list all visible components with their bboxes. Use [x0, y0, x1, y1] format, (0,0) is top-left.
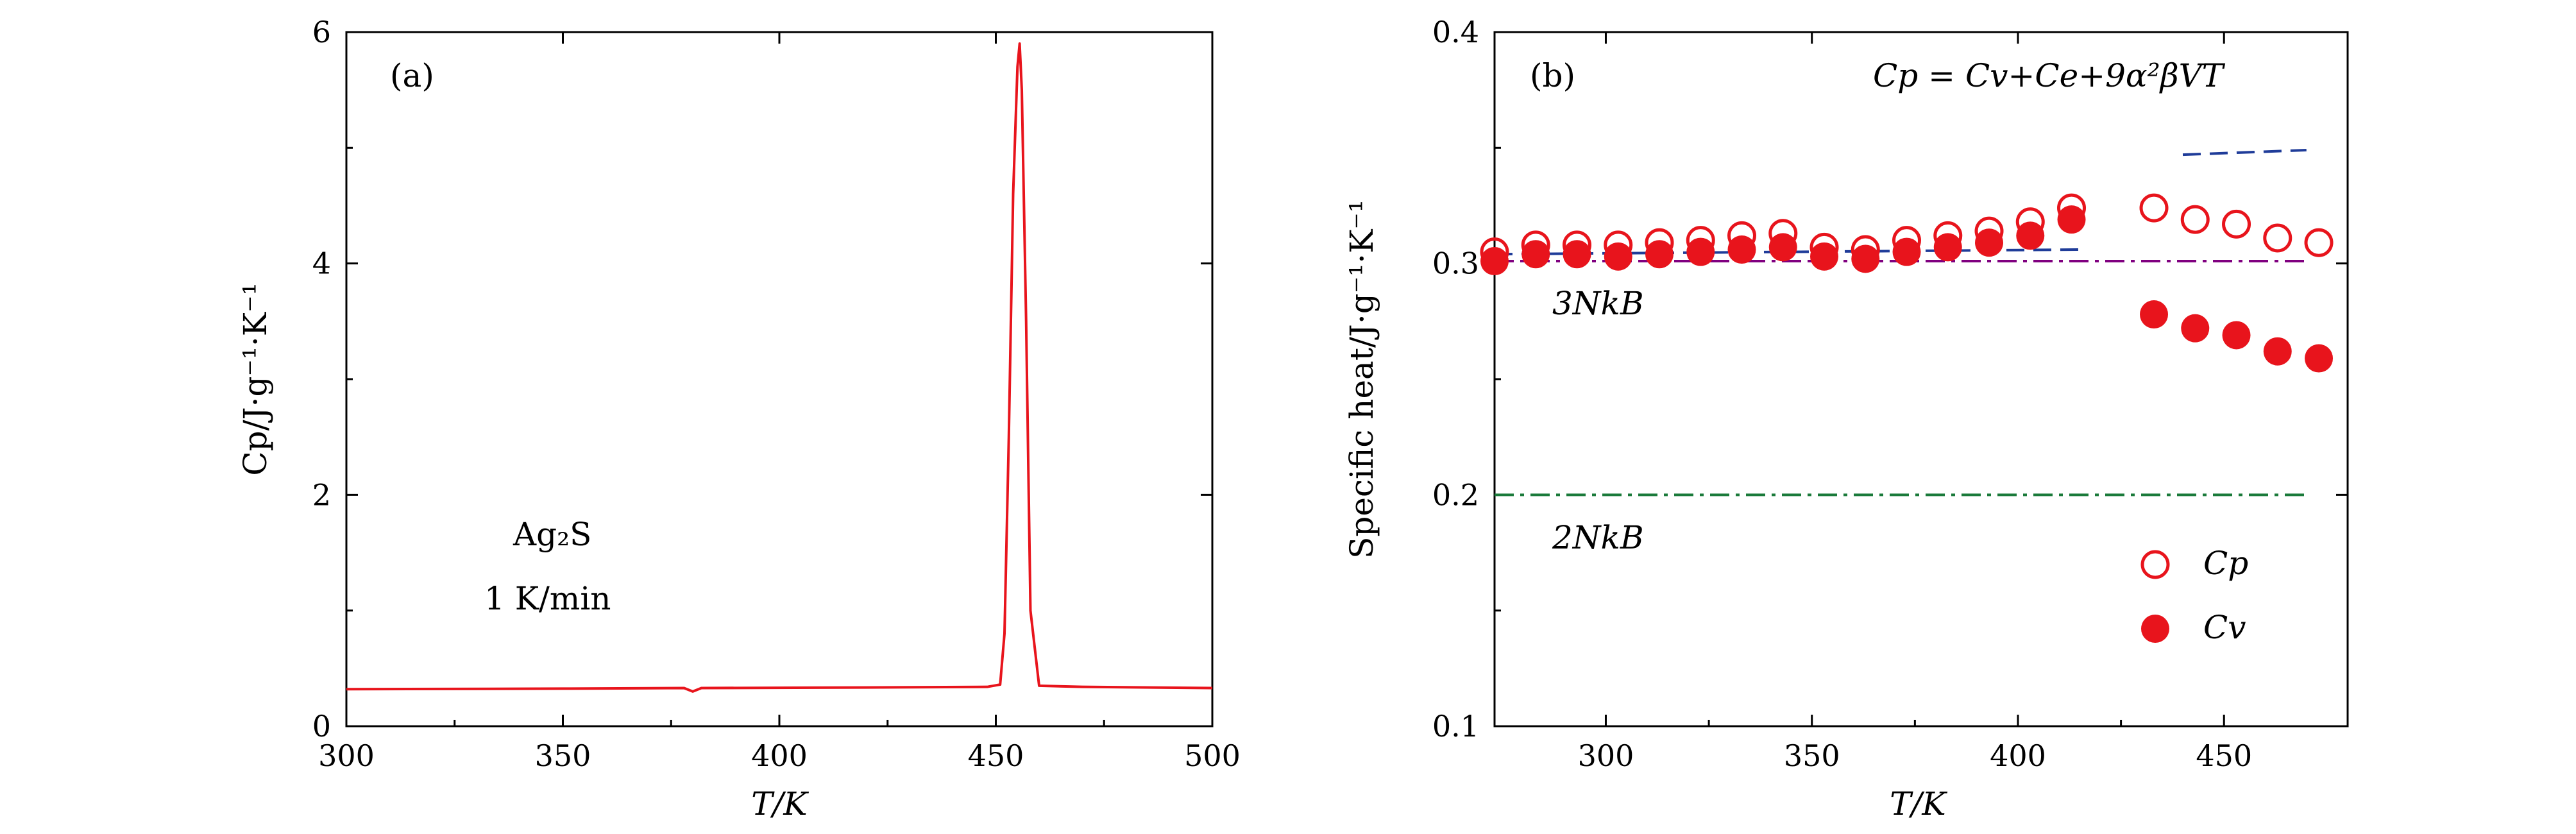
x-tick-label-a: 350: [535, 738, 591, 773]
data-point-cp: [2139, 193, 2169, 223]
y-axis-label-a: Cp/J·g⁻¹·K⁻¹: [237, 282, 274, 475]
panel-a: (a) Ag₂S 1 K/min T/K Cp/J·g⁻¹·K⁻¹ 300 350…: [237, 15, 1241, 822]
y-axis-label-b: Specific heat/J·g⁻¹·K⁻¹: [1343, 200, 1380, 559]
series-line: [346, 42, 1213, 693]
data-point-cv: [1604, 242, 1632, 271]
data-point-cv: [1521, 240, 1550, 269]
y-tick-label-b: 0.2: [1432, 477, 1479, 512]
legend-label-cv: Cv: [2203, 609, 2246, 646]
annotation-rate: 1 K/min: [484, 580, 611, 617]
y-tick-label-a: 2: [312, 477, 331, 512]
data-point-cp: [2180, 205, 2210, 234]
marks-a: [346, 42, 1213, 693]
data-point-cp: [2304, 228, 2334, 257]
marks-b: [1480, 148, 2334, 497]
x-tick-label-a: 450: [968, 738, 1024, 773]
label-3nkb: 3NkB: [1552, 285, 1644, 322]
data-point-cv: [1851, 244, 1880, 273]
x-tick-label-b: 300: [1578, 738, 1634, 773]
legend-marker-cp: [2140, 550, 2170, 579]
data-point-cv: [2016, 221, 2045, 250]
data-point-cv: [1768, 233, 1797, 262]
panel-b: (b) Cp = Cv+Ce+9α²βVT 3NkB 2NkB T/K Spec…: [1343, 15, 2349, 822]
data-point-cv: [2140, 300, 2169, 329]
data-point-cv: [2181, 314, 2210, 343]
x-axis-label-b: T/K: [1890, 785, 1947, 822]
x-axis-label-a: T/K: [751, 785, 809, 822]
plot-frame-a: [345, 31, 1214, 728]
data-point-cv: [1727, 235, 1756, 264]
legend-b: Cp Cv: [2140, 545, 2248, 646]
y-tick-label-b: 0.1: [1432, 709, 1479, 744]
x-tick-label-a: 400: [751, 738, 808, 773]
annotation-sample: Ag₂S: [513, 516, 591, 553]
data-point-cv: [1645, 240, 1674, 269]
ticks-b: 300 350 400 450 0.1 0.2 0.3 0.4: [1432, 15, 2348, 773]
y-tick-label-b: 0.3: [1432, 246, 1479, 281]
data-point-cv: [1975, 228, 2004, 257]
data-point-cv: [1810, 242, 1839, 271]
panel-label-a: (a): [390, 57, 434, 94]
y-tick-label-a: 4: [312, 246, 331, 281]
data-point-cv: [1686, 237, 1715, 266]
ticks-a: 300 350 400 450 500 0 2 4 6: [312, 15, 1241, 773]
x-tick-label-a: 500: [1184, 738, 1241, 773]
data-point-cv: [1892, 237, 1921, 266]
data-point-cv: [1933, 233, 1962, 262]
y-tick-label-b: 0.4: [1432, 15, 1479, 49]
data-point-cv: [1480, 247, 1509, 276]
x-tick-label-a: 300: [318, 738, 375, 773]
data-point-cv: [2305, 344, 2334, 373]
data-point-cv: [2222, 321, 2251, 350]
data-point-cp: [2222, 209, 2251, 239]
legend-label-cp: Cp: [2203, 545, 2248, 582]
y-tick-label-a: 0: [312, 709, 331, 744]
x-tick-label-b: 350: [1784, 738, 1840, 773]
legend-marker-cv: [2141, 615, 2169, 643]
x-tick-label-b: 450: [2196, 738, 2252, 773]
fit-line: [2182, 148, 2307, 157]
data-point-cv: [2057, 205, 2086, 234]
label-2nkb: 2NkB: [1552, 519, 1644, 556]
y-tick-label-a: 6: [312, 15, 331, 49]
data-point-cv: [2263, 337, 2292, 366]
data-point-cp: [2263, 223, 2292, 253]
equation-label: Cp = Cv+Ce+9α²βVT: [1873, 57, 2226, 94]
x-tick-label-b: 400: [1990, 738, 2046, 773]
data-point-cv: [1563, 240, 1591, 269]
panel-label-b: (b): [1530, 57, 1575, 94]
